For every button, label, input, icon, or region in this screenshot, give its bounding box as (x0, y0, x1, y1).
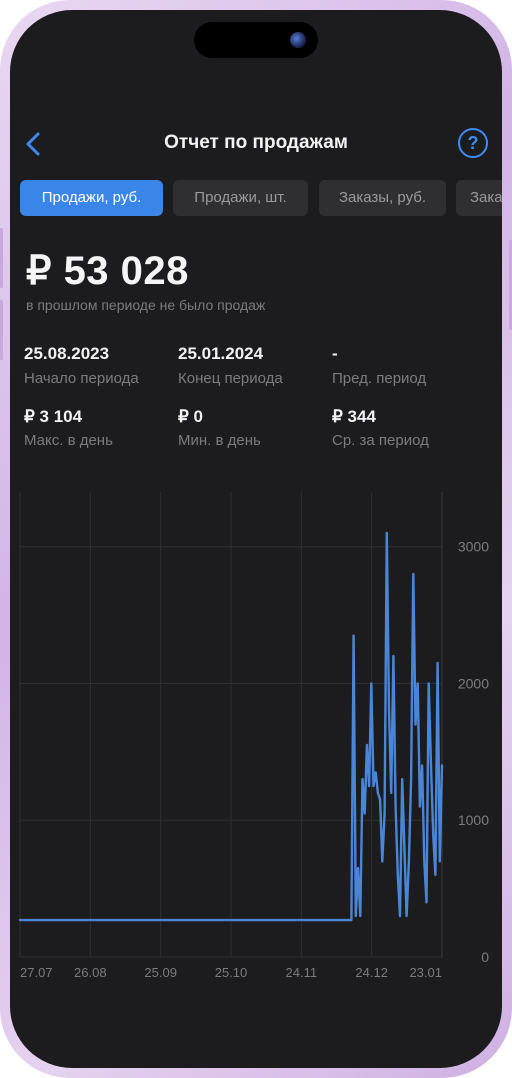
report-tabs: Продажи, руб. Продажи, шт. Заказы, руб. … (20, 180, 502, 216)
y-tick-label: 3000 (458, 539, 489, 555)
question-mark-icon: ? (467, 133, 479, 153)
comparison-note: в прошлом периоде не было продаж (26, 297, 266, 313)
x-tick-label: 26.08 (74, 965, 107, 980)
period-end-label: Конец периода (178, 370, 283, 387)
phone-side-button (0, 300, 3, 360)
sales-series-line (18, 531, 444, 922)
tab-orders-rub[interactable]: Заказы, руб. (319, 180, 446, 216)
prev-period-value: - (332, 344, 338, 363)
phone-side-button (0, 228, 3, 288)
avg-period-value: ₽ 344 (332, 407, 376, 426)
avg-period-label: Ср. за период (332, 432, 429, 449)
y-tick-label: 0 (481, 949, 489, 965)
y-tick-label: 2000 (458, 675, 489, 691)
prev-period-label: Пред. период (332, 370, 427, 387)
max-per-day-value: ₽ 3 104 (24, 407, 83, 426)
x-tick-label: 24.11 (286, 965, 318, 980)
x-tick-label: 27.07 (20, 965, 53, 980)
front-camera-icon (290, 32, 306, 48)
min-per-day-label: Мин. в день (178, 432, 261, 449)
period-start-value: 25.08.2023 (24, 344, 110, 363)
sales-chart[interactable]: 27.07 26.08 25.09 25.10 24.11 24.12 23.01 0 1000… (10, 482, 502, 982)
period-end-value: 25.01.2024 (178, 344, 264, 363)
page-title: Отчет по продажам (164, 132, 348, 153)
period-start-label: Начало периода (24, 370, 139, 387)
back-button[interactable] (20, 130, 48, 158)
help-button[interactable]: ? (458, 128, 488, 158)
tab-orders-partial[interactable]: Зака (456, 180, 502, 216)
dynamic-island (194, 22, 318, 58)
tab-sales-units[interactable]: Продажи, шт. (173, 180, 308, 216)
y-tick-label: 1000 (458, 812, 489, 828)
total-sales-value: ₽ 53 028 (26, 249, 189, 293)
sales-chart-svg: 27.07 26.08 25.09 25.10 24.11 24.12 23.01 0 1000… (18, 492, 489, 980)
phone-side-button (509, 240, 512, 330)
chevron-left-icon (26, 132, 40, 156)
x-tick-label: 25.10 (215, 965, 248, 980)
x-tick-label: 23.01 (409, 965, 442, 980)
navigation-bar: Отчет по продажам ? (10, 122, 502, 166)
x-tick-label: 24.12 (355, 965, 388, 980)
x-tick-label: 25.09 (144, 965, 177, 980)
tab-sales-rub[interactable]: Продажи, руб. (20, 180, 163, 216)
max-per-day-label: Макс. в день (24, 432, 113, 449)
app-screen: Отчет по продажам ? Продажи, руб. Продаж… (10, 10, 502, 1068)
min-per-day-value: ₽ 0 (178, 407, 203, 426)
